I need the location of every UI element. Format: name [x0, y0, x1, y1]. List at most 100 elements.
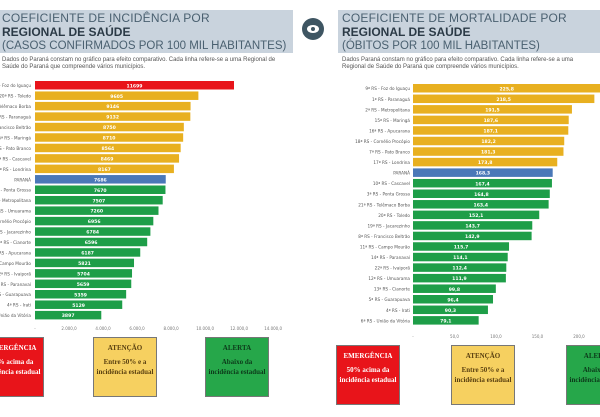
- mortality-panel: COEFICIENTE DE MORTALIDADE POR REGIONAL …: [300, 0, 600, 417]
- category-label: 8ª RS - Francisco Beltrão: [358, 234, 410, 239]
- legend-alerta: ALERTA Abaixo da incidência estadual: [566, 345, 600, 405]
- bar: [35, 175, 166, 184]
- value-label: 96,4: [447, 297, 458, 303]
- value-label: 79,1: [440, 318, 451, 324]
- category-label: 4ª RS - Irati: [7, 303, 31, 308]
- value-label: 7670: [94, 188, 107, 194]
- legend-text: 50% acima da incidência estadual: [339, 366, 397, 384]
- legend-alerta: ALERTA Abaixo da incidência estadual: [205, 337, 269, 397]
- value-label: 5129: [72, 303, 85, 309]
- bar: [35, 258, 135, 268]
- legend-text: 50% acima da incidência estadual: [0, 358, 41, 376]
- bar-group: 19ª RS - Jacarezinho 143,7: [368, 221, 533, 230]
- value-label: 7686: [94, 177, 107, 183]
- category-label: 22ª RS - Ivaiporã: [0, 271, 31, 276]
- bar: [35, 300, 123, 309]
- axis-tick-label: 14.000,0: [264, 326, 282, 331]
- title-line3: (CASOS CONFIRMADOS POR 100 MIL HABITANTE…: [2, 40, 287, 52]
- category-label: 13ª RS - Cianorte: [374, 287, 411, 292]
- chart-description: Dados do Paraná constam no gráfico para …: [2, 57, 276, 70]
- value-label: 7507: [92, 198, 105, 204]
- axis-tick-label: 100,0: [490, 334, 502, 339]
- bar: [413, 252, 508, 262]
- category-label: 21ª RS - Telêmaco Borba: [358, 202, 410, 207]
- category-label: 6ª RS - União da Vitória: [0, 313, 31, 318]
- mortality-header: COEFICIENTE DE MORTALIDADE POR REGIONAL …: [338, 10, 600, 53]
- axis-tick-label: 200,0: [573, 334, 585, 339]
- bar-group: 7ª RS - Pato Branco 181,3: [369, 147, 564, 156]
- value-label: 3897: [62, 313, 75, 319]
- bar-group: 4ª RS - Irati 5129: [7, 300, 123, 309]
- incidence-header: COEFICIENTE DE INCIDÊNCIA POR REGIONAL D…: [0, 10, 293, 53]
- value-label: 6596: [85, 240, 98, 246]
- value-label: 225,8: [499, 86, 514, 92]
- category-label: 3ª RS - Ponta Grossa: [367, 192, 411, 197]
- axis-tick-label: 12.000,0: [230, 326, 248, 331]
- category-label: 20ª RS - Toledo: [378, 213, 410, 218]
- bar-group: 5ª RS - Guarapuava 96,4: [369, 295, 494, 304]
- bar-group: 13ª RS - Cianorte 99,8: [374, 284, 496, 293]
- title-line2: REGIONAL DE SAÚDE: [342, 25, 471, 39]
- bar: [35, 185, 166, 194]
- value-label: 142,9: [465, 234, 480, 240]
- value-label: 191,5: [485, 107, 500, 113]
- bar-group: 3ª RS - Ponta Grossa 7670: [0, 185, 166, 194]
- category-label: 9ª RS - Foz do Iguaçu: [0, 83, 31, 88]
- value-label: 5659: [77, 282, 90, 288]
- category-label: 22ª RS - Ivaiporã: [375, 266, 411, 271]
- bar-group: PARANÁ 168,3: [393, 168, 553, 177]
- value-label: 11699: [127, 83, 143, 89]
- bar: [413, 200, 549, 209]
- axis-tick-label: 150,0: [532, 334, 544, 339]
- bar-group: 17ª RS - Londrina 8167: [0, 164, 174, 174]
- category-label: 19ª RS - Jacarezinho: [368, 223, 411, 228]
- category-label: 12ª RS - Umuarama: [0, 209, 31, 214]
- value-label: 167,4: [475, 181, 490, 187]
- legend-atencao: ATENÇÃO Entre 50% e a incidência estadua…: [93, 337, 157, 397]
- bar-group: 18ª RS - Cornélio Procópio 6956: [0, 216, 154, 226]
- legend-text: Entre 50% e a incidência estadual: [454, 366, 512, 384]
- bar-group: 11ª RS - Campo Mourão 115,7: [360, 242, 510, 251]
- axis-tick-label: -: [412, 334, 414, 339]
- category-label: 2ª RS - Metropolitana: [365, 107, 410, 112]
- legend-title: ALERTA: [222, 344, 252, 352]
- bar: [413, 147, 564, 156]
- bar: [35, 164, 174, 174]
- axis-tick-label: 50,0: [450, 334, 459, 339]
- title-line2: REGIONAL DE SAÚDE: [2, 25, 131, 39]
- axis-tick-label: 2.000,0: [61, 326, 77, 331]
- category-label: 7ª RS - Pato Branco: [0, 146, 31, 151]
- category-label: 20ª RS - Toledo: [0, 94, 31, 99]
- category-label: 12ª RS - Umuarama: [368, 276, 410, 281]
- bar-group: 6ª RS - União da Vitória 79,1: [361, 316, 479, 325]
- bar-group: 17ª RS - Londrina 173,8: [373, 157, 558, 167]
- bar-group: 7ª RS - Pato Branco 8564: [0, 143, 181, 153]
- category-label: 10ª RS - Cascavel: [0, 156, 31, 161]
- category-label: 14ª RS - Paranavaí: [371, 255, 411, 260]
- bar: [35, 216, 154, 226]
- bar-group: 1ª RS - Paranaguá 218,5: [372, 94, 595, 104]
- bar: [413, 284, 496, 293]
- value-label: 99,8: [449, 287, 460, 293]
- value-label: 111,9: [452, 276, 467, 282]
- bar: [35, 290, 127, 299]
- value-label: 187,1: [483, 129, 498, 135]
- bar: [413, 94, 595, 104]
- bar-group: 21ª RS - Telêmaco Borba 163,4: [358, 200, 549, 209]
- value-label: 187,6: [484, 118, 499, 124]
- legend-title: EMERGÊNCIA: [0, 344, 37, 352]
- axis-tick-label: 4.000,0: [95, 326, 111, 331]
- bar: [35, 237, 148, 247]
- value-label: 8710: [103, 136, 116, 142]
- bar-group: 8ª RS - Francisco Beltrão 142,9: [358, 231, 532, 241]
- bar-group: 11ª RS - Campo Mourão 5821: [0, 258, 135, 268]
- bar-group: 5ª RS - Guarapuava 5359: [0, 290, 127, 299]
- bar: [413, 157, 558, 167]
- category-label: PARANÁ: [14, 177, 31, 182]
- value-label: 112,4: [452, 266, 467, 272]
- bar-group: 20ª RS - Toledo 152,1: [378, 210, 540, 220]
- category-label: 14ª RS - Paranavaí: [0, 282, 32, 287]
- bar: [413, 273, 506, 283]
- category-label: 17ª RS - Londrina: [373, 160, 410, 165]
- category-label: 15ª RS - Maringá: [0, 135, 31, 140]
